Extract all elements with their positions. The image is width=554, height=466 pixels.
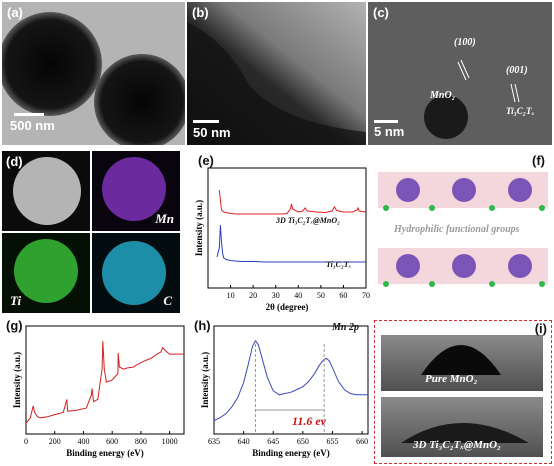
- hrtem-graphic: [368, 2, 552, 145]
- xps-survey-chart-svg: 0 200 400 600 800 1000 Binding energy (eV) Inte…: [12, 325, 185, 458]
- panel-d-ti-map: Ti: [2, 233, 90, 313]
- panel-f-label: (f): [532, 153, 545, 168]
- xrd-chart-svg: 10 20 30 40 50 60 70 2θ (degree) Intensity (a.u.…: [194, 167, 370, 312]
- panel-i-top-caption: Pure MnO₂: [425, 373, 478, 385]
- panel-d-c-label: C: [163, 293, 172, 308]
- contact-angle-top-image: [381, 335, 543, 391]
- series-line-0: [213, 339, 368, 421]
- x-axis-label: 2θ (degree): [266, 302, 309, 312]
- x-tick-label: 400: [77, 437, 89, 446]
- x-axis-label: Binding energy (eV): [252, 448, 330, 458]
- haadf-sphere-graphic: [13, 157, 81, 225]
- panel-i-label: (i): [534, 321, 547, 336]
- panel-g-label: (g): [6, 318, 23, 333]
- x-tick-label: 70: [362, 291, 370, 300]
- series-line-0: [218, 189, 367, 215]
- ti-map-graphic: [14, 239, 78, 303]
- panel-e-top-series-label: 3D Ti₃C₂Tₓ@MnO₂: [276, 216, 340, 225]
- panel-c-plane-100: (100): [454, 37, 476, 48]
- x-tick-label: 40: [294, 291, 302, 300]
- structure-graphic: [378, 172, 548, 287]
- x-tick-label: 20: [249, 291, 257, 300]
- panel-b-scale-bar: [193, 120, 219, 123]
- plot-frame: [213, 325, 369, 435]
- panel-d-c-map: C: [92, 233, 180, 313]
- panel-h-label: (h): [194, 318, 211, 333]
- tem-edge-graphic: [187, 2, 366, 145]
- panel-d-label: (d): [6, 154, 23, 169]
- x-tick-label: 645: [267, 437, 279, 446]
- panel-c-plane-001: (001): [506, 65, 528, 76]
- x-tick-label: 650: [297, 437, 309, 446]
- x-tick-label: 0: [24, 437, 28, 446]
- top-droplet-graphic: [421, 345, 501, 375]
- series-line-0: [25, 341, 184, 424]
- c-map-graphic: [102, 241, 166, 305]
- panel-e-label: (e): [198, 153, 214, 168]
- panel-f-caption: Hydrophilic functional groups: [394, 224, 520, 235]
- y-axis-label: Intensity (a.u.): [200, 352, 210, 408]
- x-tick-label: 635: [208, 437, 220, 446]
- panel-g-xps-survey-chart: 0 200 400 600 800 1000 Binding energy (eV) Inte…: [2, 318, 190, 464]
- panel-c-label: (c): [373, 5, 389, 20]
- x-tick-label: 30: [272, 291, 280, 300]
- panel-i-contact-angle: (i) Pure MnO₂ 3D Ti₃C₂Tₓ@MnO₂: [374, 320, 552, 464]
- panel-h-delta-text: 11.6 ev: [292, 414, 326, 428]
- x-tick-label: 50: [317, 291, 325, 300]
- panel-c-hrtem-image: (c) (100) (001) MnO₂ Ti₃C₂Tₓ 5 nm: [368, 2, 552, 145]
- x-tick-label: 10: [227, 291, 235, 300]
- panel-d-mn-label: Mn: [155, 211, 174, 226]
- panel-d-ti-label: Ti: [10, 293, 22, 308]
- panel-c-scale-text: 5 nm: [374, 124, 405, 139]
- contact-angle-bottom-image: [381, 397, 543, 457]
- panel-b-label: (b): [192, 5, 209, 20]
- x-tick-label: 600: [106, 437, 118, 446]
- panel-d-mn-map: Mn: [92, 151, 180, 231]
- x-tick-label: 800: [135, 437, 147, 446]
- x-tick-label: 60: [339, 291, 347, 300]
- panel-e-bottom-series-label: Ti₃C₂Tₓ: [326, 260, 352, 269]
- panel-c-scale-bar: [374, 120, 398, 123]
- mn2p-chart-svg: 635 640 645 650 655 660 Binding energy (eV) Int…: [200, 325, 369, 458]
- bottom-droplet-graphic: [401, 423, 529, 443]
- panel-i-bottom-caption: 3D Ti₃C₂Tₓ@MnO₂: [413, 439, 501, 451]
- panel-a-tem-image: (a) 500 nm: [2, 2, 185, 145]
- panel-d-haadf-image: (d): [2, 151, 90, 231]
- panel-e-xrd-chart: 10 20 30 40 50 60 70 2θ (degree) Intensity (a.u.…: [184, 152, 370, 314]
- x-tick-label: 1000: [162, 437, 178, 446]
- y-axis-label: Intensity (a.u.): [12, 352, 22, 408]
- series-line-1: [216, 224, 366, 263]
- plot-frame: [207, 167, 367, 289]
- panel-h-legend-text: Mn 2p: [332, 322, 359, 333]
- panel-c-mno2-label: MnO₂: [430, 90, 456, 101]
- x-axis-label: Binding energy (eV): [66, 448, 144, 458]
- panel-a-label: (a): [7, 5, 23, 20]
- x-tick-label: 655: [326, 437, 338, 446]
- panel-a-scale-text: 500 nm: [10, 118, 55, 133]
- panel-f-structure: (f) Hydrophilic functional groups: [372, 152, 552, 314]
- x-tick-label: 200: [49, 437, 61, 446]
- mn-map-graphic: [102, 157, 166, 221]
- x-tick-label: 640: [238, 437, 250, 446]
- tem-spheres-graphic: [2, 2, 185, 145]
- panel-h-mn2p-chart: 635 640 645 650 655 660 Binding energy (eV) Int…: [190, 318, 372, 464]
- plot-frame: [25, 325, 185, 435]
- x-tick-label: 660: [356, 437, 368, 446]
- y-axis-label: Intensity (a.u.): [194, 200, 204, 256]
- panel-a-scale-bar: [14, 113, 44, 116]
- panel-b-scale-text: 50 nm: [193, 125, 231, 140]
- panel-c-ti3c2-label: Ti₃C₂Tₓ: [506, 106, 535, 116]
- panel-b-tem-image: (b) 50 nm: [187, 2, 366, 145]
